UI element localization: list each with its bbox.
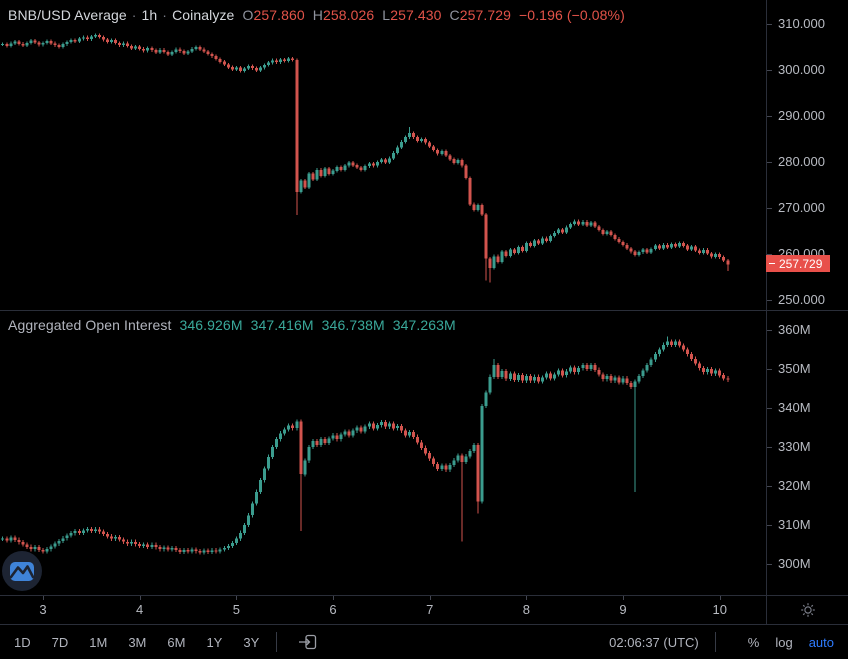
range-6m-button[interactable]: 6M <box>167 634 186 650</box>
range-7d-button[interactable]: 7D <box>51 634 69 650</box>
oi-chart-pane[interactable]: Aggregated Open Interest 346.926M 347.416M… <box>0 310 766 595</box>
y-axis-tick-label: 270.000 <box>778 200 825 215</box>
last-price-tag: 257.729 <box>766 255 830 272</box>
y-axis-tick-label: 360M <box>778 322 811 337</box>
oi-low-value: 346.738M <box>321 317 385 333</box>
price-tag-dash-icon <box>769 263 775 264</box>
time-axis-tick-label: 9 <box>619 602 627 617</box>
y-axis-tick-label: 280.000 <box>778 154 825 169</box>
y-axis-tick-mark <box>767 300 772 301</box>
time-axis-tick-label: 6 <box>329 602 337 617</box>
time-axis-tick-mark <box>719 596 721 600</box>
time-axis[interactable]: 3 4 5 6 7 8 9 10 <box>0 595 848 624</box>
y-axis-tick-mark <box>767 24 772 25</box>
time-axis-tick-label: 8 <box>522 602 530 617</box>
y-axis-tick-label: 320M <box>778 478 811 493</box>
source-label: Coinalyze <box>172 7 235 23</box>
y-axis-tick-mark <box>767 447 772 448</box>
y-axis-tick-mark <box>767 408 772 409</box>
interval-label: 1h <box>141 7 158 23</box>
y-axis-tick-label: 330M <box>778 439 811 454</box>
close-label: C <box>449 7 460 23</box>
y-axis-tick-mark <box>767 208 772 209</box>
go-to-date-icon <box>299 634 317 650</box>
open-label: O <box>242 7 254 23</box>
symbol-title: BNB/USD Average <box>8 7 127 23</box>
high-value: 258.026 <box>322 7 375 23</box>
percent-scale-button[interactable]: % <box>747 634 760 650</box>
range-1m-button[interactable]: 1M <box>89 634 108 650</box>
y-axis-tick-label: 350M <box>778 361 811 376</box>
time-axis-tick-mark <box>43 596 44 600</box>
oi-legend: Aggregated Open Interest 346.926M 347.416M… <box>8 317 456 333</box>
pane-divider[interactable] <box>0 310 848 311</box>
legend-separator: · <box>131 7 137 23</box>
time-axis-tick-mark <box>139 596 141 600</box>
low-value: 257.430 <box>390 7 442 23</box>
y-axis-tick-label: 300.000 <box>778 62 825 77</box>
coinalyze-logo[interactable] <box>2 551 42 591</box>
bottom-toolbar: 1D 7D 1M 3M 6M 1Y 3Y 02:06:37 (UTC) % lo… <box>0 624 848 659</box>
high-label: H <box>312 7 323 23</box>
toolbar-divider <box>714 632 716 652</box>
legend-separator: · <box>162 7 168 23</box>
time-axis-tick-label: 10 <box>712 602 727 617</box>
price-tag-value: 257.729 <box>779 256 823 271</box>
y-axis-tick-label: 340M <box>778 400 811 415</box>
y-axis-tick-label: 290.000 <box>778 108 825 123</box>
time-axis-tick-label: 4 <box>136 602 144 617</box>
oi-title: Aggregated Open Interest <box>8 317 172 333</box>
open-value: 257.860 <box>253 7 305 23</box>
oi-candles[interactable] <box>0 310 766 595</box>
change-value: −0.196 (−0.08%) <box>519 7 625 23</box>
y-axis-tick-mark <box>767 486 772 487</box>
time-axis-tick-label: 7 <box>426 602 434 617</box>
y-axis-tick-mark <box>767 70 772 71</box>
y-axis-tick-label: 310M <box>778 517 811 532</box>
price-candles[interactable] <box>0 0 766 310</box>
y-axis-tick-label: 310.000 <box>778 16 825 31</box>
time-axis-tick-label: 3 <box>39 602 47 617</box>
range-3m-button[interactable]: 3M <box>128 634 147 650</box>
time-axis-tick-mark <box>236 596 238 600</box>
scale-controls-group: 02:06:37 (UTC) % log auto <box>609 632 834 652</box>
axis-corner-divider <box>766 596 767 624</box>
y-axis-tick-mark <box>767 162 772 163</box>
price-axis[interactable]: 310.000 300.000 290.000 280.000 270.000 260.0… <box>766 0 848 595</box>
y-axis-tick-mark <box>767 525 772 526</box>
y-axis-tick-label: 250.000 <box>778 292 825 307</box>
time-axis-tick-mark <box>526 596 528 600</box>
axis-settings-gear-icon[interactable] <box>797 599 819 621</box>
go-to-date-button[interactable] <box>297 631 319 653</box>
range-1d-button[interactable]: 1D <box>14 634 31 650</box>
time-axis-tick-mark <box>333 596 335 600</box>
low-label: L <box>382 7 391 23</box>
auto-scale-button[interactable]: auto <box>808 634 834 650</box>
time-axis-tick-mark <box>623 596 625 600</box>
price-legend: BNB/USD Average · 1h · Coinalyze O257.860 H258… <box>8 7 625 23</box>
coinalyze-logo-icon <box>2 551 42 591</box>
y-axis-tick-mark <box>767 116 772 117</box>
price-chart-pane[interactable]: BNB/USD Average · 1h · Coinalyze O257.860 H258… <box>0 0 766 310</box>
oi-close-value: 347.263M <box>392 317 456 333</box>
oi-open-value: 346.926M <box>179 317 243 333</box>
range-buttons-group: 1D 7D 1M 3M 6M 1Y 3Y <box>14 631 319 653</box>
y-axis-tick-mark <box>767 330 772 331</box>
close-value: 257.729 <box>459 7 512 23</box>
oi-high-value: 347.416M <box>250 317 314 333</box>
y-axis-tick-mark <box>767 369 772 370</box>
range-1y-button[interactable]: 1Y <box>206 634 223 650</box>
log-scale-button[interactable]: log <box>775 634 793 650</box>
clock-label[interactable]: 02:06:37 (UTC) <box>609 634 699 650</box>
y-axis-tick-mark <box>767 254 772 255</box>
y-axis-tick-label: 300M <box>778 556 811 571</box>
toolbar-divider <box>276 632 278 652</box>
y-axis-tick-mark <box>767 564 772 565</box>
time-axis-tick-mark <box>429 596 431 600</box>
range-3y-button[interactable]: 3Y <box>243 634 260 650</box>
time-axis-tick-label: 5 <box>232 602 240 617</box>
